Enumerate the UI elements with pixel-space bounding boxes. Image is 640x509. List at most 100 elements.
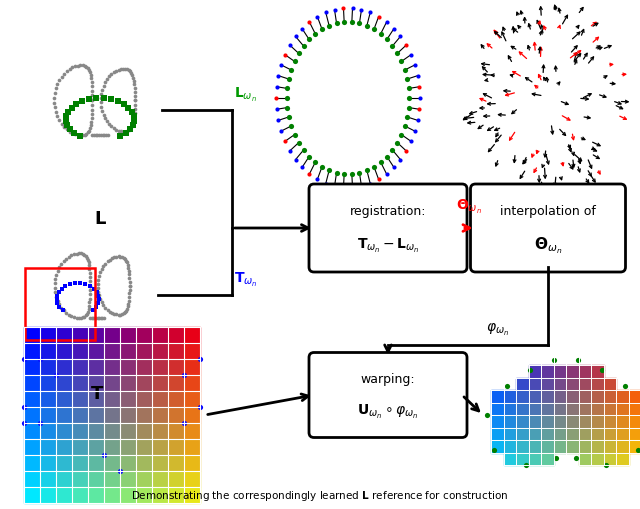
Bar	[72, 375, 88, 391]
Bar	[104, 487, 120, 503]
Text: $\mathbf{T}_{\omega_n} - \mathbf{L}_{\omega_n}$: $\mathbf{T}_{\omega_n} - \mathbf{L}_{\om…	[356, 237, 419, 255]
Bar	[136, 343, 152, 359]
Text: warping:: warping:	[361, 373, 415, 385]
Bar	[491, 428, 504, 440]
Point	[413, 72, 423, 80]
Point	[410, 127, 420, 135]
Point	[102, 306, 113, 314]
Bar	[604, 390, 616, 403]
Bar	[120, 407, 136, 423]
Point	[127, 107, 137, 116]
Bar	[56, 359, 72, 375]
Bar	[152, 375, 168, 391]
Point	[401, 147, 412, 155]
Point	[77, 97, 87, 105]
Point	[77, 61, 88, 69]
Bar	[24, 471, 40, 487]
Point	[61, 308, 71, 317]
Point	[179, 371, 189, 379]
Point	[97, 314, 108, 322]
Point	[113, 66, 124, 74]
Point	[94, 272, 104, 280]
Point	[97, 107, 108, 115]
Bar	[40, 359, 56, 375]
Point	[76, 314, 86, 322]
Bar	[56, 439, 72, 455]
Bar	[72, 343, 88, 359]
Point	[396, 130, 406, 138]
Point	[297, 163, 307, 172]
Point	[67, 63, 77, 71]
Point	[124, 270, 134, 278]
Point	[111, 126, 122, 134]
Point	[79, 250, 90, 259]
Point	[365, 180, 376, 188]
Point	[502, 382, 512, 390]
Bar	[529, 390, 541, 403]
Point	[284, 113, 294, 121]
Bar	[579, 365, 591, 378]
Point	[107, 309, 117, 317]
Bar	[152, 471, 168, 487]
Bar	[554, 403, 566, 415]
Point	[69, 313, 79, 321]
Point	[102, 258, 113, 266]
Point	[289, 130, 300, 138]
Point	[51, 84, 61, 93]
Point	[129, 80, 140, 88]
Bar	[604, 453, 616, 465]
Point	[410, 61, 420, 69]
Bar	[184, 407, 200, 423]
Bar	[120, 327, 136, 343]
Bar	[56, 375, 72, 391]
Bar	[168, 439, 184, 455]
Bar	[616, 453, 628, 465]
Point	[120, 65, 131, 73]
Point	[97, 265, 107, 273]
Point	[83, 256, 93, 264]
Bar	[24, 439, 40, 455]
Point	[107, 254, 117, 263]
Point	[58, 306, 68, 314]
Point	[129, 112, 139, 120]
Point	[282, 94, 292, 102]
Point	[102, 75, 112, 83]
Point	[280, 137, 290, 146]
Bar	[604, 440, 616, 453]
Point	[84, 291, 95, 299]
Point	[339, 4, 349, 12]
Point	[115, 132, 125, 140]
Point	[291, 32, 301, 40]
Point	[355, 168, 365, 177]
Bar	[184, 439, 200, 455]
Point	[310, 158, 321, 166]
Point	[61, 117, 71, 125]
Point	[402, 75, 412, 83]
Point	[276, 61, 286, 69]
Point	[92, 288, 102, 296]
Bar	[529, 440, 541, 453]
Point	[94, 131, 104, 139]
Point	[75, 279, 85, 287]
FancyBboxPatch shape	[309, 353, 467, 438]
Point	[348, 184, 358, 192]
Point	[87, 106, 97, 114]
Text: $\mathbf{L}_{\omega_n}$: $\mathbf{L}_{\omega_n}$	[234, 86, 257, 104]
Point	[77, 250, 88, 258]
Point	[117, 310, 127, 318]
Point	[387, 42, 397, 50]
Point	[76, 249, 86, 258]
Point	[109, 253, 120, 262]
Bar	[120, 343, 136, 359]
Point	[81, 252, 91, 260]
Bar	[554, 415, 566, 428]
Bar	[56, 327, 72, 343]
Bar	[616, 403, 628, 415]
Bar	[40, 343, 56, 359]
Point	[54, 288, 64, 296]
Point	[52, 267, 63, 275]
Text: registration:: registration:	[349, 206, 426, 218]
Bar	[184, 455, 200, 471]
Bar	[554, 440, 566, 453]
Bar	[56, 455, 72, 471]
